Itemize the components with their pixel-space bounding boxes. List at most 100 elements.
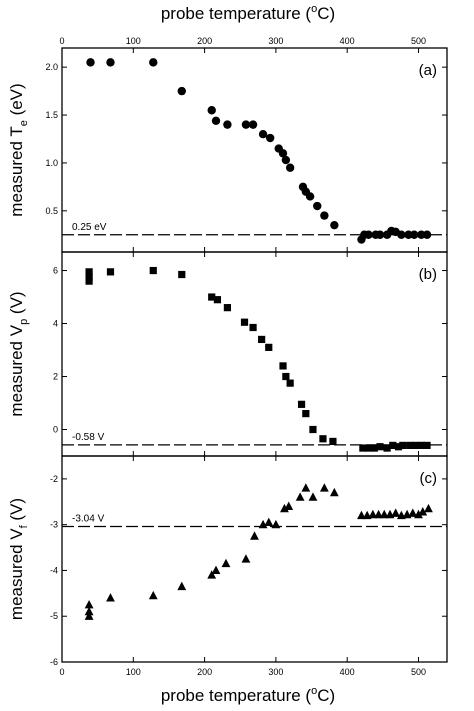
panel-b-data-point — [279, 362, 287, 370]
panel-b-ylabel-unit: (V) — [7, 291, 26, 318]
panel-c: 0 100 200 300 400 500 -6 -5 -4 -3 -2 -3.04 V (c) meas… — [7, 455, 448, 677]
panel-b: 0 2 4 6 -0.58 V (b) measured Vp (V) — [7, 251, 448, 457]
bottom-axis-title-unit: C) — [317, 686, 335, 705]
panel-a-data-point — [330, 220, 339, 230]
panel-a-data-point — [422, 230, 432, 239]
panel-b-data-point — [297, 400, 306, 408]
bottom-axis-title-group: probe temperature (oC) — [161, 685, 335, 705]
panel-c-data-point — [308, 492, 318, 501]
panel-b-data-point — [399, 441, 407, 450]
panel-a-ytick-label: 0.5 — [45, 206, 58, 216]
panel-a-ylabel-unit: (eV) — [7, 83, 26, 120]
panel-a-data-point — [375, 230, 385, 239]
panel-c-xtick-label: 500 — [411, 667, 426, 677]
panel-c-data-point — [418, 507, 428, 516]
panel-b-data-point — [394, 443, 403, 451]
panel-c-data-point — [264, 517, 274, 526]
panel-a-data-point — [86, 58, 95, 67]
panel-c-data-point — [177, 581, 187, 591]
panel-b-data-point — [223, 304, 232, 312]
panel-c-data-point — [84, 599, 94, 609]
panel-c-ytick-label: -6 — [50, 657, 58, 667]
panel-c-data-point — [357, 510, 366, 520]
panel-a-ytick-label: 1.5 — [45, 110, 58, 120]
panel-b-data-point — [412, 441, 420, 450]
panel-b-ylabel-text: measured V — [7, 324, 26, 416]
panel-b-ytick-label: 6 — [53, 266, 58, 276]
panel-c-ytick-label: -4 — [50, 565, 58, 575]
panel-c-ylabel-unit: (V) — [7, 498, 26, 525]
panel-c-xtick-label: 300 — [268, 667, 283, 677]
panel-b-data-point — [359, 444, 367, 452]
panel-c-data-point — [319, 483, 329, 492]
panel-c-tag: (c) — [420, 470, 438, 487]
panel-c-xtick-label: 400 — [340, 667, 355, 677]
panel-b-data-point — [329, 437, 337, 446]
panel-b-data-point — [406, 441, 414, 450]
panel-c-data-point — [391, 508, 401, 517]
panel-b-data-point — [258, 335, 266, 344]
panel-c-ytick-label: -5 — [50, 611, 58, 621]
panel-a-data-point — [313, 201, 322, 211]
panel-c-data-point — [106, 593, 115, 602]
panel-b-data-point — [319, 435, 327, 443]
panel-c-data-point — [374, 509, 383, 519]
panel-b-tag: (b) — [419, 266, 437, 283]
panel-a-data-point — [285, 163, 295, 172]
panel-c-ylabel-text: measured V — [7, 528, 26, 620]
panel-c-data-point — [271, 519, 281, 529]
panel-c-data-point — [301, 483, 311, 492]
panel-a-reference-label: 0.25 eV — [72, 222, 107, 233]
panel-a-ylabel: measured Te (eV) — [7, 83, 30, 216]
panel-a-data-point — [223, 120, 232, 129]
panel-b-data-point — [389, 441, 397, 450]
panel-b-ytick-label: 4 — [53, 319, 58, 329]
panel-b-data-point — [417, 441, 425, 450]
panel-c-xtick-label: 100 — [126, 667, 141, 677]
panel-c-data-point — [414, 509, 423, 519]
panel-c-xtick-label: 0 — [59, 667, 64, 677]
panel-c-data-point — [207, 570, 217, 579]
panel-c-data-point — [329, 487, 339, 497]
panel-a-data-point — [410, 230, 419, 239]
bottom-axis-title: probe temperature (oC) — [161, 685, 335, 705]
panel-c-data-point — [84, 606, 94, 616]
panel-b-ylabel-sub: p — [18, 319, 30, 325]
panel-c-data-point — [408, 508, 418, 517]
top-xtick-label: 200 — [197, 36, 212, 46]
panel-a-ytick-label: 1.0 — [45, 158, 58, 168]
panel-a-frame — [61, 47, 448, 253]
bottom-axis-title-sup: o — [311, 685, 317, 697]
panel-b-data-point — [106, 268, 115, 276]
panel-b-data-point — [208, 293, 216, 301]
panel-b-data-point — [249, 323, 257, 332]
top-axis-title-unit: C) — [317, 4, 335, 23]
panel-b-data-point — [370, 444, 378, 452]
panel-c-data-point — [211, 565, 221, 575]
panel-c-ytick-label: -3 — [50, 520, 58, 530]
panel-b-ytick-label: 2 — [53, 372, 58, 382]
panel-b-data-point — [383, 444, 391, 452]
panel-c-ytick-label: -2 — [50, 474, 58, 484]
panel-b-data-point — [309, 425, 317, 434]
panel-c-data-point — [258, 519, 268, 529]
top-xtick-label: 500 — [411, 36, 426, 46]
panel-b-data-point — [213, 296, 222, 304]
panel-b-data-point — [149, 266, 157, 275]
top-axis-title-group: probe temperature (oC) — [161, 3, 335, 23]
panel-a-ylabel-text: measured T — [7, 126, 26, 216]
panel-b-data-point — [240, 318, 249, 326]
panel-a-data-point — [265, 133, 275, 143]
panel-c-xtick-label: 200 — [197, 667, 212, 677]
panel-b-data-point — [364, 444, 373, 452]
panel-c-data-point — [221, 558, 231, 568]
panel-c-data-point — [250, 531, 259, 540]
panel-b-data-point — [423, 441, 431, 450]
top-xtick-label: 400 — [340, 36, 355, 46]
panel-a-data-point — [177, 86, 186, 96]
panel-a-ytick-label: 2.0 — [45, 62, 58, 72]
panel-c-ylabel-sub: f — [18, 524, 30, 528]
panel-b-reference-label: -0.58 V — [72, 432, 105, 443]
panel-c-data-point — [295, 492, 305, 501]
